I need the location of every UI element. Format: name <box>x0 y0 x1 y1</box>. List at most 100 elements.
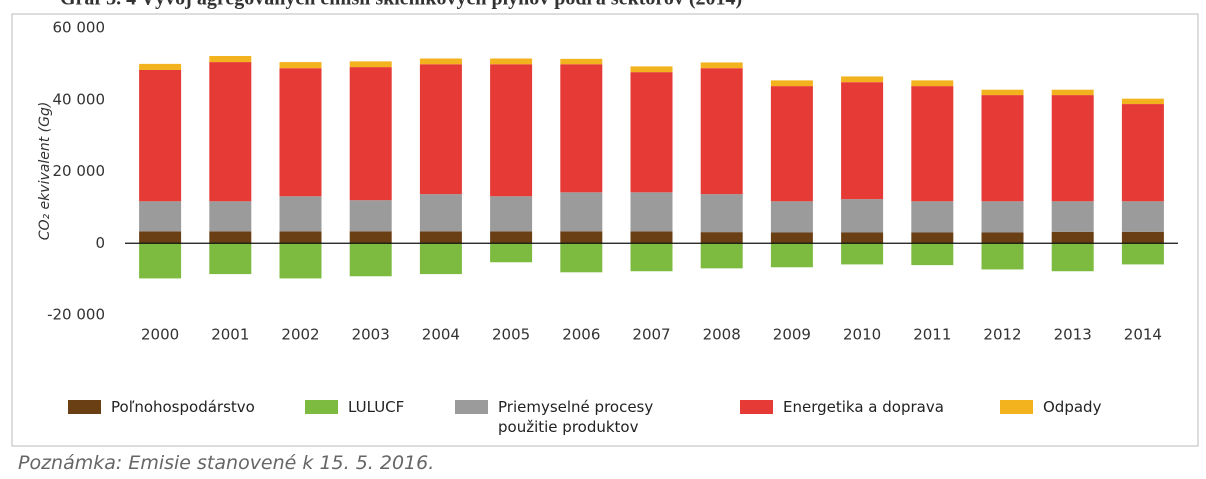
x-tick-label: 2008 <box>703 326 741 344</box>
bar-segment <box>1051 95 1094 202</box>
bar-segment <box>841 243 884 265</box>
bar-segment <box>209 62 252 202</box>
bar-segment <box>139 201 182 232</box>
bar-segment <box>770 243 813 268</box>
bar-segment <box>1121 243 1164 265</box>
bar-segment <box>700 68 743 195</box>
x-tick-label: 2005 <box>492 326 530 344</box>
bar-segment <box>630 243 673 272</box>
bar-segment <box>1121 104 1164 202</box>
bar-segment <box>560 243 603 273</box>
bar-segment <box>139 63 182 70</box>
x-tick-label: 2004 <box>422 326 460 344</box>
bar-segment <box>911 243 954 266</box>
bar-segment <box>1051 89 1094 96</box>
y-tick-label: -20 000 <box>47 306 105 324</box>
bar-segment <box>770 80 813 87</box>
legend-item: Priemyselné procesy použitie produktov <box>455 397 653 437</box>
bar-segment <box>349 200 392 232</box>
frame <box>11 13 1199 447</box>
bar-segment <box>981 95 1024 202</box>
bar-segment <box>490 196 533 232</box>
bar-segment <box>419 243 462 275</box>
legend-label: LULUCF <box>348 398 405 416</box>
bar-segment <box>911 232 954 244</box>
x-tick-label: 2013 <box>1054 326 1092 344</box>
bar-segment <box>139 243 182 279</box>
bar-segment <box>841 76 884 83</box>
legend-swatch <box>455 400 488 414</box>
bar-segment <box>981 201 1024 233</box>
legend-swatch <box>740 400 773 414</box>
bar-segment <box>700 62 743 69</box>
y-tick-label: 20 000 <box>53 162 106 180</box>
x-tick-label: 2000 <box>141 326 179 344</box>
bar-segment <box>981 89 1024 96</box>
bar-segment <box>700 243 743 269</box>
legend-item: Energetika a doprava <box>740 397 944 417</box>
x-tick-label: 2010 <box>843 326 881 344</box>
bar-segment <box>560 64 603 193</box>
bar-segment <box>279 243 322 279</box>
bar-segment <box>1121 201 1164 232</box>
x-tick-label: 2006 <box>562 326 600 344</box>
y-tick-label: 40 000 <box>53 90 106 108</box>
x-tick-label: 2007 <box>632 326 670 344</box>
bar-segment <box>841 82 884 200</box>
bar-segment <box>1121 98 1164 105</box>
legend-label: Poľnohospodárstvo <box>111 398 255 416</box>
x-tick-label: 2001 <box>211 326 249 344</box>
legend-label: Priemyselné procesy použitie produktov <box>498 398 654 436</box>
bar-segment <box>630 192 673 232</box>
bar-segment <box>630 231 673 244</box>
bar-segment <box>419 231 462 244</box>
bar-segment <box>349 67 392 201</box>
bar-segment <box>139 69 182 202</box>
legend-swatch <box>1000 400 1033 414</box>
bar-segment <box>560 231 603 244</box>
bar-segment <box>209 231 252 244</box>
bar-segment <box>841 199 884 233</box>
bar-segment <box>279 196 322 232</box>
bar-segment <box>349 231 392 244</box>
chart-title: Graf 3. 4 Vývoj agregovaných emisií skle… <box>60 0 742 10</box>
y-axis-label: CO₂ ekvivalent (Gg) <box>37 102 53 241</box>
bar-segment <box>630 72 673 193</box>
bar-segment <box>911 86 954 202</box>
y-tick-label: 60 000 <box>53 19 106 37</box>
bar-segment <box>911 201 954 233</box>
legend-label: Odpady <box>1043 398 1102 416</box>
bar-segment <box>490 243 533 263</box>
bar-segment <box>209 243 252 275</box>
bar-segment <box>1121 231 1164 244</box>
bar-segment <box>279 231 322 244</box>
bar-segment <box>419 194 462 232</box>
bar-segment <box>841 232 884 244</box>
legend-label: Energetika a doprava <box>783 398 944 416</box>
legend-item: LULUCF <box>305 397 404 417</box>
bar-segment <box>419 64 462 195</box>
bar-segment <box>560 192 603 232</box>
bar-segment <box>139 231 182 244</box>
bar-segment <box>1051 201 1094 232</box>
bar-segment <box>209 201 252 232</box>
bar-segment <box>209 55 252 63</box>
bar-segment <box>700 232 743 244</box>
bar-segment <box>981 243 1024 270</box>
bar-segment <box>279 68 322 197</box>
note: Poznámka: Emisie stanovené k 15. 5. 2016… <box>18 452 435 474</box>
bar-segment <box>981 232 1024 244</box>
x-tick-label: 2012 <box>983 326 1021 344</box>
x-tick-label: 2014 <box>1124 326 1162 344</box>
bar-segment <box>770 86 813 202</box>
x-tick-label: 2002 <box>281 326 319 344</box>
bar-segment <box>349 61 392 68</box>
bar-segment <box>490 64 533 197</box>
legend-swatch <box>68 400 101 414</box>
x-tick-label: 2003 <box>352 326 390 344</box>
bar-segment <box>630 66 673 73</box>
bar-segment <box>700 194 743 233</box>
bar-segment <box>770 232 813 244</box>
